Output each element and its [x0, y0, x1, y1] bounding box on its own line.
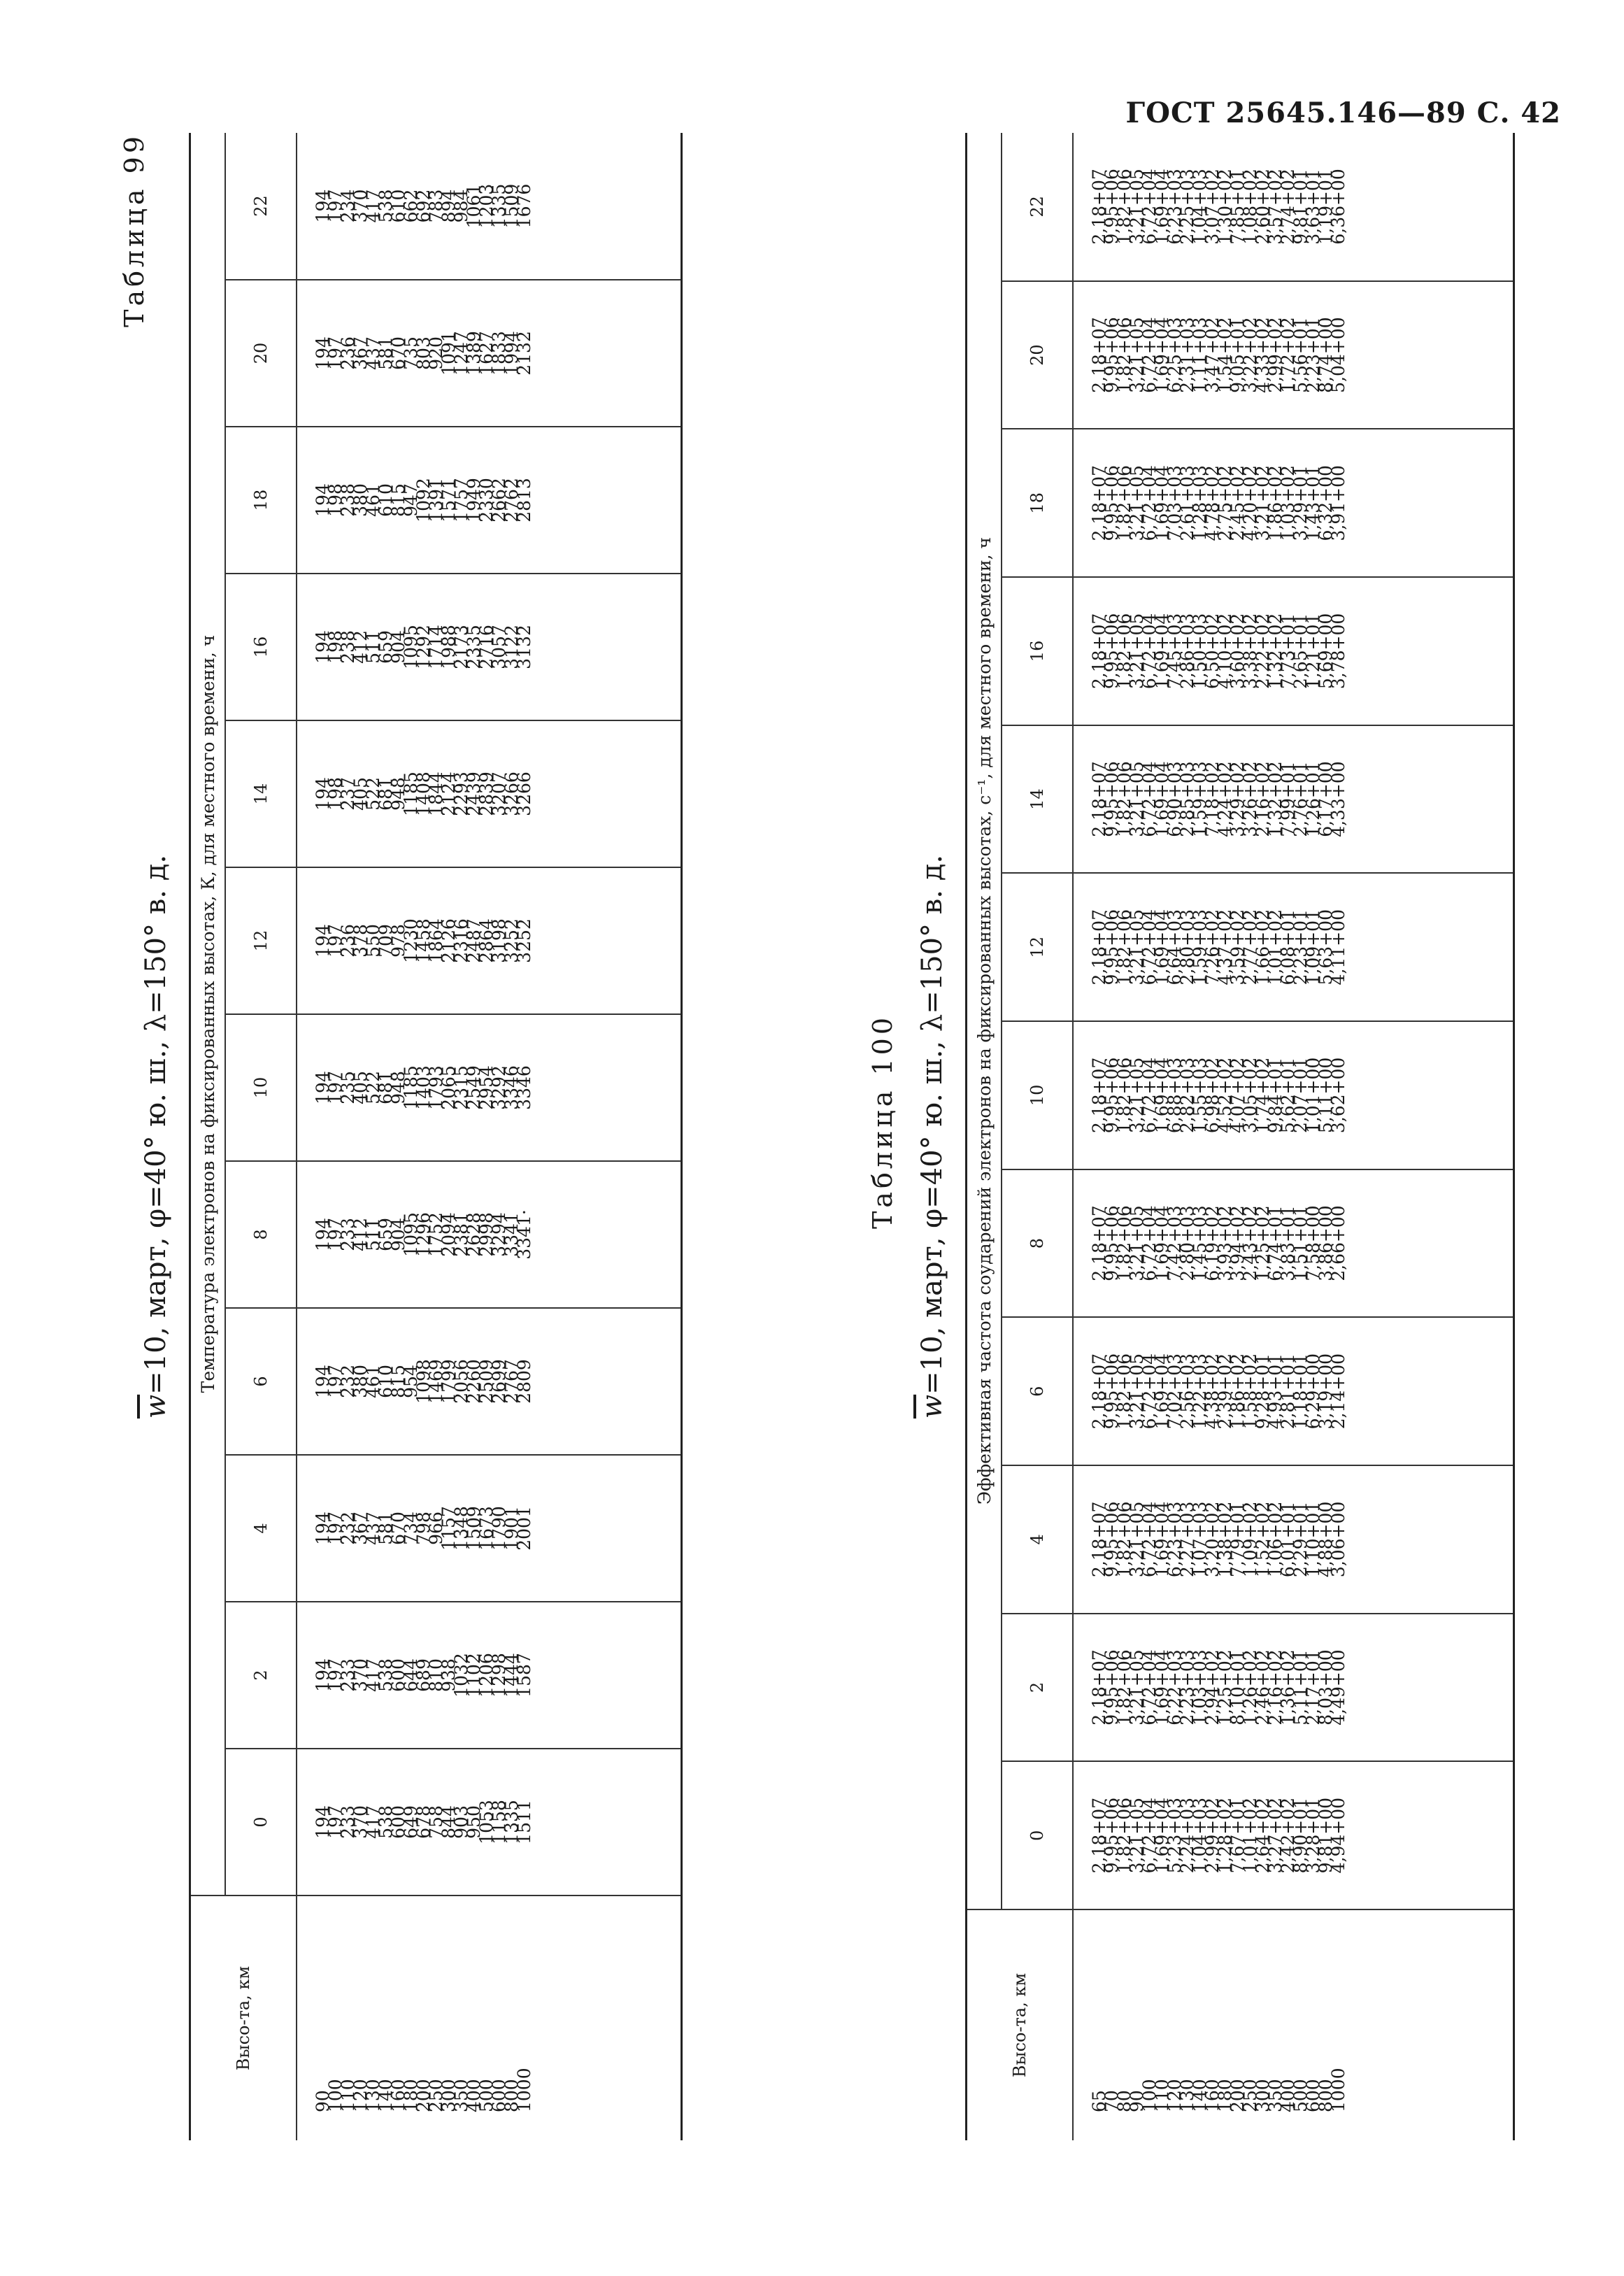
cell-value: 5,04+00	[1328, 317, 1348, 393]
hour-header: 22	[1002, 133, 1073, 281]
data-column: 194 197 232 367 437 581 670 734 798 966 1157 1348 15…	[297, 1455, 681, 1602]
data-column: 194 197 235 405 522 681 948 1185 1403 1793 2065 231…	[297, 1014, 681, 1161]
data-table: Высо-та, км Температура электронов на фик…	[189, 133, 683, 2140]
cell-value: 3,91+00	[1328, 465, 1348, 541]
caption-text: =10, март, φ=40° ю. ш., λ=150° в. д.	[140, 854, 172, 1395]
data-column: 194 197 233 412 511 659 904 1095 1296 1752 2094 238…	[297, 1161, 681, 1308]
altitude-value: 1000	[1328, 2068, 1348, 2112]
data-column: 2,18+07 9,95+06 1,82+06 3,21+05 6,72+04 1,69+…	[1073, 1761, 1513, 1909]
hour-header: 12	[1002, 873, 1073, 1022]
cell-value: 2809	[514, 1359, 534, 1404]
hour-header: 18	[225, 427, 297, 574]
cell-value: 4,33+00	[1328, 761, 1348, 837]
cell-value: 1511	[514, 1800, 534, 1844]
altitude-header: Высо-та, км	[191, 1896, 297, 2140]
altitude-header: Высо-та, км	[967, 1909, 1073, 2140]
table-caption: w=10, март, φ=40° ю. ш., λ=150° в. д.	[140, 133, 172, 2140]
cell-value: 1676	[514, 183, 534, 229]
table-caption: w=10, март, φ=40° ю. ш., λ=150° в. д.	[916, 133, 948, 2140]
table-number: Таблица 100	[867, 1014, 898, 1230]
cell-value: 2132	[514, 331, 534, 376]
caption-w: w	[140, 1394, 172, 1419]
data-column: 2,18+07 9,95+06 1,82+06 3,21+05 6,72+04 1,69+…	[1073, 1169, 1513, 1318]
hour-header: 8	[225, 1161, 297, 1308]
hour-header: 16	[225, 574, 297, 720]
data-column: 194 197 234 370 417 538 610 662 692 783 894 984 1061…	[297, 133, 681, 280]
cell-value: 6,36+00	[1328, 169, 1348, 245]
hour-header: 20	[225, 280, 297, 427]
data-column: 2,18+07 9,95+06 1,82+06 3,21+05 6,72+04 1,69+…	[1073, 725, 1513, 874]
page-header: ГОСТ 25645.146—89 С. 42	[1125, 97, 1561, 129]
hour-header: 6	[225, 1308, 297, 1455]
data-column: 194 197 236 378 550 709 978 1230 1458 1864 2126 231…	[297, 867, 681, 1014]
cell-value: 3,78+00	[1328, 613, 1348, 690]
data-column: 2,18+07 9,95+06 1,82+06 3,21+05 6,72+04 1,69+…	[1073, 1465, 1513, 1614]
caption-w: w	[916, 1394, 948, 1419]
cell-value: 3346	[514, 1065, 534, 1110]
hour-header: 0	[1002, 1761, 1073, 1909]
span-header: Эффективная частота соударений электроно…	[967, 133, 1002, 1909]
data-table: Высо-та, км Эффективная частота соударени…	[965, 133, 1515, 2140]
cell-value: 3,62+00	[1328, 1057, 1348, 1134]
cell-value: 3252	[514, 918, 534, 963]
data-column: 194 198 238 412 511 659 904 1095 1292 1714 1988 217…	[297, 574, 681, 720]
data-column: 2,18+07 9,95+06 1,82+06 3,21+05 6,72+04 1,69+…	[1073, 577, 1513, 725]
hour-header: 22	[225, 133, 297, 280]
hour-header: 10	[225, 1014, 297, 1161]
hour-header: 6	[1002, 1317, 1073, 1466]
hour-header: 8	[1002, 1169, 1073, 1318]
data-column: 194 198 238 380 461 610 815 947 1092 1391 1571 1757…	[297, 427, 681, 574]
cell-value: 1587	[514, 1653, 534, 1698]
data-column: 2,18+07 9,95+06 1,82+06 3,21+05 6,72+04 1,69+…	[1073, 429, 1513, 578]
hour-header: 4	[1002, 1465, 1073, 1614]
hour-header: 18	[1002, 429, 1073, 578]
cell-value: 3132	[514, 625, 534, 669]
cell-value: 4,11+00	[1328, 909, 1348, 986]
data-column: 2,18+07 9,95+06 1,82+06 3,21+05 6,72+04 1,69+…	[1073, 873, 1513, 1022]
table-100-block: Таблица 100 w=10, март, φ=40° ю. ш., λ=1…	[867, 133, 1560, 2140]
cell-value: 2001	[514, 1506, 534, 1551]
hour-header: 16	[1002, 577, 1073, 725]
hour-header: 12	[225, 867, 297, 1014]
altitude-column: 90 100 110 120 130 140 160 180 200 250 300 350 400 50…	[297, 1896, 681, 2140]
data-column: 194 197 233 370 417 538 600 649 678 758 844 903 950 1…	[297, 1749, 681, 1896]
data-column: 2,18+07 9,95+06 1,82+06 3,21+05 6,72+04 1,69+…	[1073, 1317, 1513, 1466]
hour-header: 2	[1002, 1613, 1073, 1762]
altitude-value: 1000	[514, 2068, 534, 2112]
cell-value: 4,49+00	[1328, 1649, 1348, 1726]
cell-value: 3266	[514, 771, 534, 816]
data-column: 194 197 233 370 417 538 600 644 689 810 938 1032 110…	[297, 1602, 681, 1749]
hour-header: 10	[1002, 1021, 1073, 1169]
hour-header: 20	[1002, 280, 1073, 429]
cell-value: 2813	[514, 478, 534, 522]
data-column: 2,18+07 9,95+06 1,82+06 3,21+05 6,72+04 1,69+…	[1073, 1021, 1513, 1169]
hour-header: 4	[225, 1455, 297, 1602]
data-column: 2,18+07 9,95+06 1,82+06 3,21+05 6,72+04 1,69+…	[1073, 133, 1513, 281]
data-column: 194 197 236 367 437 581 670 735 803 920 1091 1247 13…	[297, 280, 681, 427]
cell-value: 4,94+00	[1328, 1797, 1348, 1874]
hour-header: 2	[225, 1602, 297, 1749]
data-column: 2,18+07 9,95+06 1,82+06 3,21+05 6,72+04 1,69+…	[1073, 1613, 1513, 1762]
data-column: 2,18+07 9,95+06 1,82+06 3,21+05 6,72+04 1,69+…	[1073, 280, 1513, 429]
span-header: Температура электронов на фиксированных …	[191, 133, 225, 1896]
hour-header: 14	[225, 720, 297, 867]
data-column: 194 197 232 380 461 610 815 954 1098 1469 1799 2056…	[297, 1308, 681, 1455]
cell-value: 2,14+00	[1328, 1353, 1348, 1430]
altitude-column: 65 70 80 90 100 110 120 130 140 160 180 200 250 300 35…	[1073, 1909, 1513, 2140]
hour-header: 0	[225, 1749, 297, 1896]
cell-value: 3,06+00	[1328, 1501, 1348, 1578]
data-column: 194 198 237 405 522 681 948 1185 1408 1844 2124 229…	[297, 720, 681, 867]
cell-value: 3341·	[514, 1209, 534, 1260]
cell-value: 2,66+00	[1328, 1205, 1348, 1281]
table-99-block: Таблица 99 w=10, март, φ=40° ю. ш., λ=15…	[119, 133, 713, 2140]
caption-text: =10, март, φ=40° ю. ш., λ=150° в. д.	[916, 854, 948, 1395]
hour-header: 14	[1002, 725, 1073, 874]
